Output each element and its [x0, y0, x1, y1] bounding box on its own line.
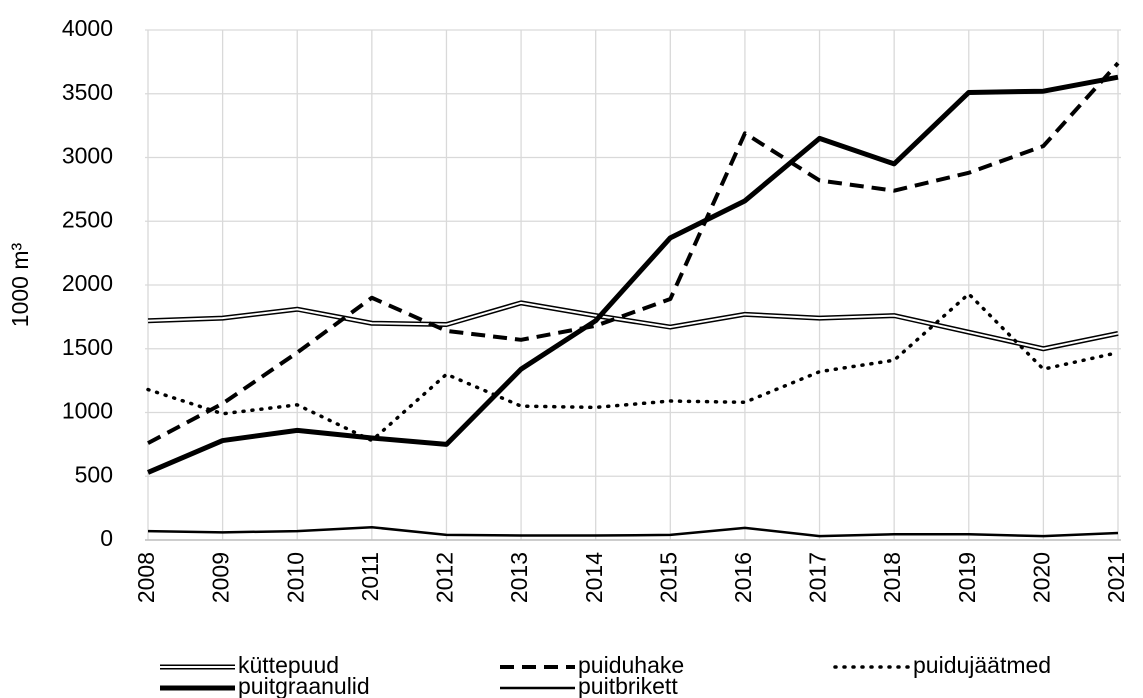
- y-tick-label: 1000: [62, 398, 113, 424]
- x-tick-label: 2008: [133, 552, 159, 603]
- legend-label: puitgraanulid: [238, 673, 370, 698]
- series-line: [146, 292, 1120, 443]
- y-tick-label: 2500: [62, 206, 113, 232]
- legend-label: puitbrikett: [578, 673, 678, 698]
- legend-label: puiduhake: [578, 652, 684, 678]
- x-tick-label: 2021: [1103, 552, 1129, 603]
- x-tick-label: 2014: [581, 552, 607, 603]
- x-tick-label: 2012: [432, 552, 458, 603]
- y-tick-label: 4000: [62, 15, 113, 41]
- series-line: [147, 61, 1120, 445]
- y-axis-title: 1000 m³: [7, 242, 33, 327]
- y-tick-label: 2000: [62, 270, 113, 296]
- y-tick-label: 3500: [62, 79, 113, 105]
- series-line: [147, 526, 1119, 538]
- x-tick-label: 2018: [879, 552, 905, 603]
- x-tick-label: 2013: [506, 552, 532, 603]
- y-tick-label: 0: [100, 525, 113, 551]
- y-tick-label: 1500: [62, 334, 113, 360]
- series-line: [147, 74, 1119, 475]
- x-tick-label: 2017: [805, 552, 831, 603]
- x-tick-label: 2009: [208, 552, 234, 603]
- x-tick-label: 2011: [357, 552, 383, 601]
- x-tick-label: 2016: [730, 552, 756, 603]
- series-line-inner: [147, 301, 1119, 350]
- x-tick-label: 2019: [954, 552, 980, 603]
- legend-label: küttepuud: [238, 652, 339, 678]
- x-tick-label: 2020: [1028, 552, 1054, 603]
- y-tick-label: 3000: [62, 143, 113, 169]
- legend-label: puidujäätmed: [913, 652, 1051, 678]
- x-tick-label: 2015: [655, 552, 681, 603]
- x-tick-label: 2010: [282, 552, 308, 603]
- y-tick-label: 500: [75, 461, 113, 487]
